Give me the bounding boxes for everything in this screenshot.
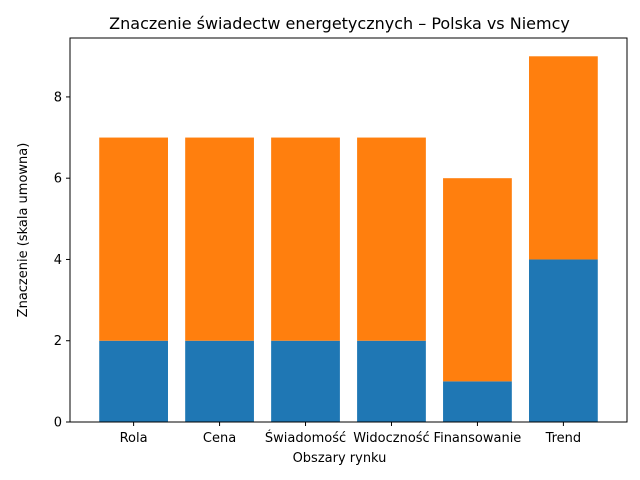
x-tick-label: Świadomość bbox=[265, 430, 346, 446]
x-axis-label: Obszary rynku bbox=[293, 451, 387, 466]
bar-series2-cena bbox=[185, 137, 254, 341]
y-axis-label: Znaczenie (skala umowna) bbox=[16, 143, 31, 318]
plot-frame bbox=[69, 37, 628, 423]
x-tick-label: Widoczność bbox=[353, 431, 429, 446]
x-tick-label: Cena bbox=[203, 431, 236, 446]
x-tick-label: Rola bbox=[120, 431, 148, 446]
y-tick-label: 0 bbox=[54, 416, 62, 431]
bar-series2-rola bbox=[99, 137, 168, 341]
chart-title: Znaczenie świadectw energetycznych – Pol… bbox=[109, 14, 570, 33]
x-ticks: Rola Cena Świadomość Widoczność Finansowanie… bbox=[120, 422, 582, 446]
y-tick-label: 4 bbox=[54, 253, 62, 268]
axes-group bbox=[69, 37, 628, 423]
x-tick-label: Finansowanie bbox=[434, 431, 522, 446]
bar-series2-trend bbox=[529, 56, 598, 260]
bar-series1-świadomość bbox=[271, 340, 340, 422]
bar-series1-cena bbox=[185, 340, 254, 422]
bar-series1-widoczność bbox=[357, 340, 426, 422]
x-tick-label: Trend bbox=[545, 431, 582, 446]
bar-series2-widoczność bbox=[357, 137, 426, 341]
y-tick-label: 6 bbox=[54, 172, 62, 187]
bar-series1-rola bbox=[99, 340, 168, 422]
y-tick-label: 2 bbox=[54, 334, 62, 349]
bar-series2-świadomość bbox=[271, 137, 340, 341]
bar-series1-finansowanie bbox=[443, 381, 512, 422]
y-tick-label: 8 bbox=[54, 90, 62, 105]
bar-series1-trend bbox=[529, 259, 598, 422]
y-ticks: 0 2 4 6 8 bbox=[54, 90, 70, 431]
bar-series2-finansowanie bbox=[443, 178, 512, 382]
bars-group bbox=[99, 56, 598, 422]
